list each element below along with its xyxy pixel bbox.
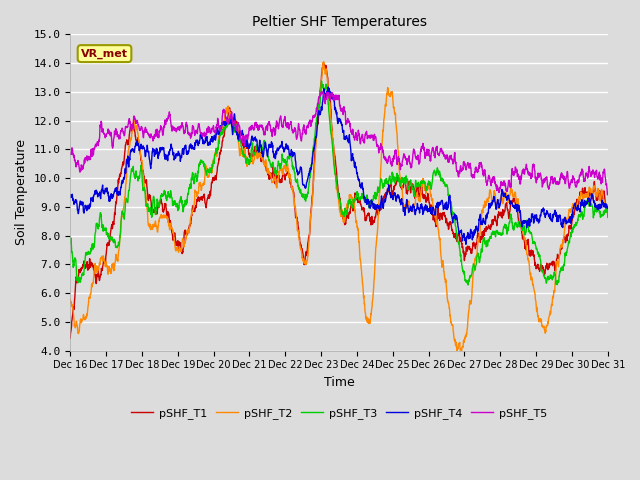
pSHF_T5 — [604, 190, 612, 196]
pSHF_T5 — [572, 183, 579, 189]
pSHF_T1 — [355, 199, 362, 205]
pSHF_T5 — [355, 130, 362, 135]
pSHF_T2 — [320, 59, 328, 65]
pSHF_T5 — [67, 150, 74, 156]
pSHF_T2 — [453, 348, 461, 353]
pSHF_T1 — [67, 336, 74, 341]
pSHF_T1 — [604, 209, 612, 215]
pSHF_T3 — [464, 282, 472, 288]
pSHF_T5 — [557, 173, 564, 179]
pSHF_T5 — [216, 129, 224, 134]
Text: VR_met: VR_met — [81, 48, 128, 59]
pSHF_T4 — [67, 194, 74, 200]
Line: pSHF_T5: pSHF_T5 — [70, 92, 608, 195]
pSHF_T1 — [495, 211, 503, 217]
pSHF_T3 — [216, 130, 224, 136]
pSHF_T4 — [324, 84, 332, 90]
pSHF_T1 — [557, 246, 564, 252]
Y-axis label: Soil Temperature: Soil Temperature — [15, 140, 28, 245]
pSHF_T4 — [604, 204, 612, 210]
pSHF_T3 — [604, 215, 612, 220]
pSHF_T2 — [216, 128, 224, 133]
Line: pSHF_T3: pSHF_T3 — [70, 81, 608, 285]
Line: pSHF_T1: pSHF_T1 — [70, 63, 608, 338]
pSHF_T3 — [367, 201, 374, 206]
pSHF_T1 — [216, 151, 224, 157]
pSHF_T3 — [355, 194, 362, 200]
pSHF_T3 — [67, 240, 74, 246]
pSHF_T2 — [557, 242, 564, 248]
pSHF_T1 — [367, 216, 374, 222]
pSHF_T3 — [317, 78, 325, 84]
Line: pSHF_T4: pSHF_T4 — [70, 87, 608, 244]
Line: pSHF_T2: pSHF_T2 — [70, 62, 608, 350]
pSHF_T4 — [462, 241, 470, 247]
X-axis label: Time: Time — [324, 376, 355, 389]
pSHF_T4 — [355, 176, 362, 182]
pSHF_T4 — [216, 124, 224, 130]
pSHF_T5 — [367, 135, 374, 141]
pSHF_T1 — [319, 60, 327, 66]
pSHF_T4 — [557, 218, 564, 224]
pSHF_T5 — [495, 189, 503, 195]
pSHF_T5 — [604, 192, 611, 198]
pSHF_T3 — [557, 265, 564, 271]
pSHF_T2 — [367, 317, 374, 323]
pSHF_T1 — [572, 201, 579, 207]
pSHF_T4 — [572, 204, 580, 210]
Legend: pSHF_T1, pSHF_T2, pSHF_T3, pSHF_T4, pSHF_T5: pSHF_T1, pSHF_T2, pSHF_T3, pSHF_T4, pSHF… — [127, 404, 552, 423]
pSHF_T4 — [495, 204, 503, 209]
pSHF_T3 — [495, 230, 503, 236]
Title: Peltier SHF Temperatures: Peltier SHF Temperatures — [252, 15, 426, 29]
pSHF_T2 — [67, 296, 74, 302]
pSHF_T4 — [367, 205, 374, 211]
pSHF_T2 — [495, 197, 503, 203]
pSHF_T3 — [572, 223, 580, 228]
pSHF_T5 — [319, 89, 326, 95]
pSHF_T2 — [572, 203, 580, 208]
pSHF_T2 — [355, 237, 362, 243]
pSHF_T2 — [604, 212, 612, 218]
